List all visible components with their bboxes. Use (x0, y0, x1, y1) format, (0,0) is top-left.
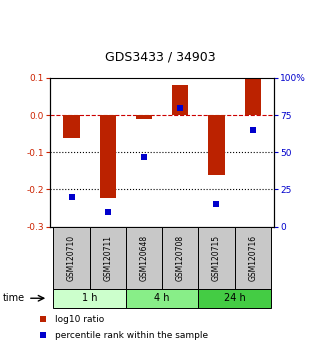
Bar (198, 227, 235, 289)
Bar (245, 79, 261, 115)
Point (41, 316, 46, 322)
Bar (100, 115, 116, 198)
Bar (235, 227, 271, 289)
Text: 1 h: 1 h (82, 293, 97, 303)
Bar (126, 289, 198, 308)
Point (214, 201, 219, 207)
Bar (53, 289, 126, 308)
Point (178, 105, 183, 110)
Text: log10 ratio: log10 ratio (56, 315, 105, 324)
Point (105, 209, 110, 215)
Point (69, 194, 74, 200)
Bar (126, 227, 162, 289)
Text: time: time (3, 293, 25, 303)
Bar (90, 227, 126, 289)
Text: GSM120715: GSM120715 (212, 234, 221, 281)
Bar (136, 115, 152, 119)
Bar (208, 115, 225, 175)
Bar (162, 227, 198, 289)
Text: GSM120708: GSM120708 (176, 234, 185, 281)
Text: percentile rank within the sample: percentile rank within the sample (56, 331, 209, 340)
Text: GSM120716: GSM120716 (248, 234, 257, 281)
Bar (63, 115, 80, 138)
Point (142, 154, 147, 160)
Text: GDS3433 / 34903: GDS3433 / 34903 (105, 51, 216, 64)
Bar (198, 289, 271, 308)
Point (250, 127, 255, 133)
Text: GSM120710: GSM120710 (67, 234, 76, 281)
Text: 24 h: 24 h (224, 293, 246, 303)
Bar (53, 227, 90, 289)
Text: 4 h: 4 h (154, 293, 170, 303)
Text: GSM120711: GSM120711 (103, 235, 112, 280)
Text: GSM120648: GSM120648 (140, 234, 149, 281)
Point (41, 333, 46, 338)
Bar (172, 85, 188, 115)
